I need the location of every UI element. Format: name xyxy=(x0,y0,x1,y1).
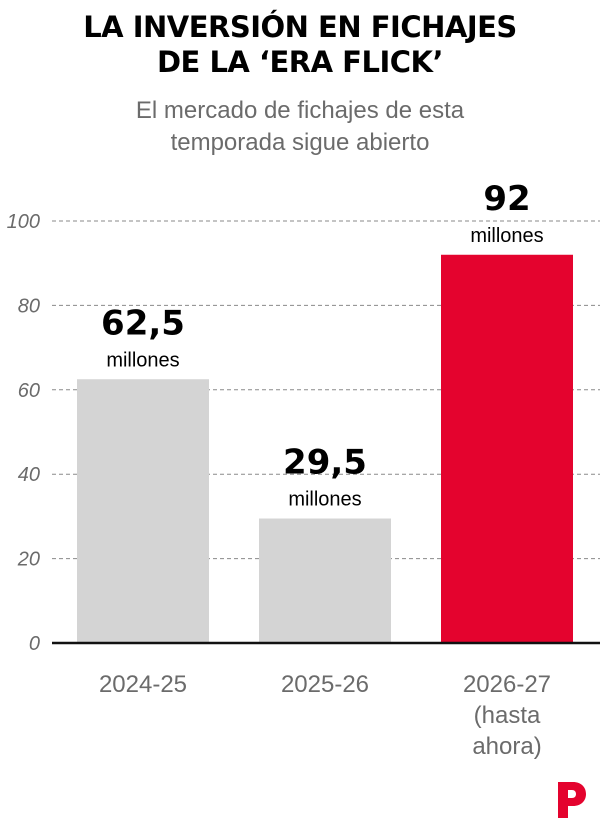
bar xyxy=(77,379,209,643)
bar-unit-label: millones xyxy=(288,489,361,511)
publisher-p-icon xyxy=(558,782,586,818)
y-tick-label: 80 xyxy=(18,295,40,317)
subtitle-line-2: temporada sigue abierto xyxy=(170,129,430,156)
x-tick-label: 2024-25 xyxy=(99,671,187,698)
bar-unit-label: millones xyxy=(470,225,543,247)
bars xyxy=(77,254,573,643)
bar-value-label: 29,5 xyxy=(283,443,367,483)
chart-subtitle: El mercado de fichajes de esta temporada… xyxy=(0,95,600,159)
bar-unit-label: millones xyxy=(106,349,179,371)
y-tick-label: 0 xyxy=(29,633,40,655)
title-line-1: LA INVERSIÓN EN FICHAJES xyxy=(83,10,517,44)
y-tick-label: 20 xyxy=(17,549,40,571)
chart-title: LA INVERSIÓN EN FICHAJES DE LA ‘ERA FLIC… xyxy=(0,10,600,80)
y-tick-label: 40 xyxy=(18,464,40,486)
bar-value-label: 92 xyxy=(483,179,530,219)
x-tick-label: 2026-27 xyxy=(463,671,551,698)
title-line-2: DE LA ‘ERA FLICK’ xyxy=(156,45,444,79)
y-axis-ticks: 0 20 40 60 80 100 xyxy=(7,211,40,655)
x-axis-ticks: 2024-25 2025-26 2026-27 (hasta ahora) xyxy=(99,671,551,760)
x-tick-label: ahora) xyxy=(472,733,541,760)
bar-value-label: 62,5 xyxy=(101,303,185,343)
x-tick-label: (hasta xyxy=(474,702,541,729)
subtitle-line-1: El mercado de fichajes de esta xyxy=(135,97,465,124)
y-tick-label: 60 xyxy=(18,380,40,402)
bar xyxy=(259,518,391,643)
x-tick-label: 2025-26 xyxy=(281,671,369,698)
y-tick-label: 100 xyxy=(7,211,40,233)
bar xyxy=(441,254,573,643)
data-labels: 62,5 millones 29,5 millones 92 millones xyxy=(101,179,544,511)
